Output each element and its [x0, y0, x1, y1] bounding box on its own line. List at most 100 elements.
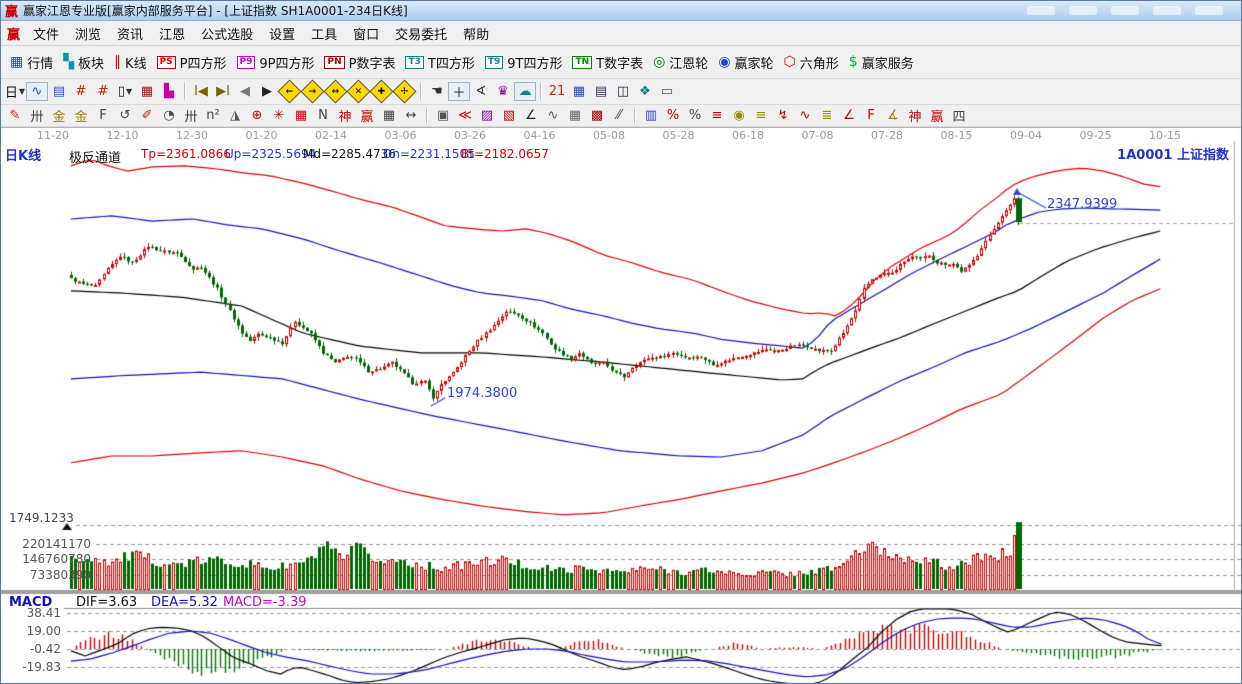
kline-button[interactable]: ∥ K线 — [109, 52, 152, 73]
pct-button[interactable]: % — [684, 106, 706, 125]
scribble-button[interactable]: ∿ — [26, 82, 48, 101]
spiral-button[interactable]: ↺ — [114, 106, 136, 125]
flag-pen-button[interactable]: ✎ — [4, 106, 26, 125]
f-angle-button[interactable]: F — [860, 106, 882, 125]
quotes-button[interactable]: ▦ 行情 — [5, 52, 58, 73]
next-bar-button[interactable]: ▶ — [256, 82, 278, 101]
grid-b-button[interactable]: ▩ — [586, 106, 608, 125]
menu-item-工具[interactable]: 工具 — [311, 27, 338, 43]
menu-item-公式选股[interactable]: 公式选股 — [201, 27, 254, 43]
notes-button[interactable]: ▤ — [590, 82, 612, 101]
crosshair-button[interactable]: ＋ — [448, 82, 470, 101]
slants-button[interactable]: ⁄⁄ — [608, 106, 630, 125]
grid-red-button[interactable]: ▦ — [136, 82, 158, 101]
histogram-button[interactable]: ▙ — [158, 82, 180, 101]
win-tool-button[interactable]: 赢 — [356, 106, 378, 125]
prev-bar-button[interactable]: ◀ — [234, 82, 256, 101]
menu-item-设置[interactable]: 设置 — [269, 27, 296, 43]
grid-123-button[interactable]: ▦ — [378, 106, 400, 125]
network-button[interactable]: ❖ — [634, 82, 656, 101]
fan-lines-button[interactable]: ≪ — [454, 106, 476, 125]
cloud-tool-button[interactable]: ☁ — [514, 82, 536, 101]
win-line-button[interactable]: 赢 — [926, 106, 948, 125]
pct-red-button[interactable]: % — [662, 106, 684, 125]
bars-3-button[interactable]: # — [70, 82, 92, 101]
menu-item-窗口[interactable]: 窗口 — [353, 27, 380, 43]
first-bar-button[interactable]: I◀ — [190, 82, 212, 101]
wave-button[interactable]: ∿ — [542, 106, 564, 125]
dia-right-button[interactable]: → — [300, 79, 325, 104]
box-purple-button[interactable]: ▨ — [476, 106, 498, 125]
trend-angle-button[interactable]: ∠ — [520, 106, 542, 125]
candle-type-button[interactable]: ▯ ▼ — [117, 84, 133, 99]
starburst-button[interactable]: ✳ — [268, 106, 290, 125]
save-button[interactable]: ◫ — [612, 82, 634, 101]
shen-tool-button[interactable]: 神 — [334, 106, 356, 125]
winner-service-button[interactable]: $ 赢家服务 — [844, 52, 919, 73]
grid-a-button[interactable]: ▦ — [564, 106, 586, 125]
impulse-button[interactable]: ↯ — [772, 106, 794, 125]
titlebar-shortcut[interactable] — [1195, 6, 1223, 15]
titlebar-shortcut[interactable] — [1027, 6, 1055, 15]
p-table-button[interactable]: PN P数字表 — [319, 52, 400, 73]
bars-9-button[interactable]: # — [92, 82, 114, 101]
sail-button[interactable]: ◮ — [224, 106, 246, 125]
dia-left-button[interactable]: ← — [277, 79, 302, 104]
comb-1-button[interactable]: 卅 — [26, 106, 48, 125]
n-square-button[interactable]: n² — [202, 106, 224, 125]
pct-lines-button[interactable]: ≡ — [706, 106, 728, 125]
doc-view-button[interactable]: ▤ — [48, 82, 70, 101]
chart-canvas[interactable] — [1, 127, 1241, 683]
wave-red-button[interactable]: ∿ — [794, 106, 816, 125]
menu-item-江恩[interactable]: 江恩 — [159, 27, 186, 43]
menu-item-资讯[interactable]: 资讯 — [117, 27, 144, 43]
menu-item-浏览[interactable]: 浏览 — [75, 27, 102, 43]
f-comb-button[interactable]: F — [92, 106, 114, 125]
target-red-button[interactable]: ⊕ — [246, 106, 268, 125]
titlebar-shortcut[interactable] — [1153, 6, 1181, 15]
winner-wheel-button[interactable]: ◉ 赢家轮 — [713, 52, 778, 73]
terminal-button[interactable]: ▭ — [656, 82, 678, 101]
hexagon-button[interactable]: ⬡ 六角形 — [779, 52, 844, 73]
span-arrows-button[interactable]: ↔ — [400, 106, 422, 125]
calendar-button[interactable]: 21 — [546, 82, 568, 101]
dia-all-button[interactable]: ✢ — [392, 79, 417, 104]
dia-plus-button[interactable]: ✚ — [369, 79, 394, 104]
shen-line-button[interactable]: 神 — [904, 106, 926, 125]
nu-tool-button[interactable]: Ν — [312, 106, 334, 125]
calculator-button[interactable]: ▦ — [568, 82, 590, 101]
four-line-button[interactable]: 四 — [948, 106, 970, 125]
menu-item-交易委托[interactable]: 交易委托 — [395, 27, 448, 43]
pan-hand-button[interactable]: ☚ — [426, 82, 448, 101]
sectors-button[interactable]: ▚ 板块 — [58, 52, 109, 73]
dia-lr-button[interactable]: ↔ — [323, 79, 348, 104]
red-grid-button[interactable]: ▦ — [290, 106, 312, 125]
gold-lines-button[interactable]: ≡ — [750, 106, 772, 125]
gold-angle-button[interactable]: ∡ — [882, 106, 904, 125]
titlebar-shortcut[interactable] — [1111, 6, 1139, 15]
chart-panel-button[interactable]: ▥ — [640, 106, 662, 125]
t-square-button[interactable]: T3 T四方形 — [400, 52, 479, 73]
pen-comb-button[interactable]: ✐ — [136, 106, 158, 125]
angle-tool-button[interactable]: ∢ — [470, 82, 492, 101]
gold-comb-1-button[interactable]: 金 — [48, 106, 70, 125]
gold-circle-button[interactable]: ◉ — [728, 106, 750, 125]
menu-item-文件[interactable]: 文件 — [33, 27, 60, 43]
gold-comb-2-button[interactable]: 金 — [70, 106, 92, 125]
period-day-button[interactable]: 日 ▼ — [4, 82, 26, 101]
9p-square-button[interactable]: P9 9P四方形 — [232, 52, 320, 73]
frame-button[interactable]: ▣ — [432, 106, 454, 125]
comb-2-button[interactable]: 卅 — [180, 106, 202, 125]
9t-square-button[interactable]: T9 9T四方形 — [480, 52, 568, 73]
box-red-button[interactable]: ▧ — [498, 106, 520, 125]
j-angle-button[interactable]: ∠ — [838, 106, 860, 125]
p-square-button[interactable]: PS P四方形 — [152, 52, 232, 73]
gann-wheel-button[interactable]: ◎ 江恩轮 — [648, 52, 713, 73]
last-bar-button[interactable]: ▶I — [212, 82, 234, 101]
titlebar-shortcut[interactable] — [1069, 6, 1097, 15]
dia-x-button[interactable]: ✕ — [346, 79, 371, 104]
t-table-button[interactable]: TN T数字表 — [567, 52, 648, 73]
clock-cycle-button[interactable]: ◔ — [158, 106, 180, 125]
gold-levels-button[interactable]: ≣ — [816, 106, 838, 125]
menu-item-帮助[interactable]: 帮助 — [463, 27, 490, 43]
